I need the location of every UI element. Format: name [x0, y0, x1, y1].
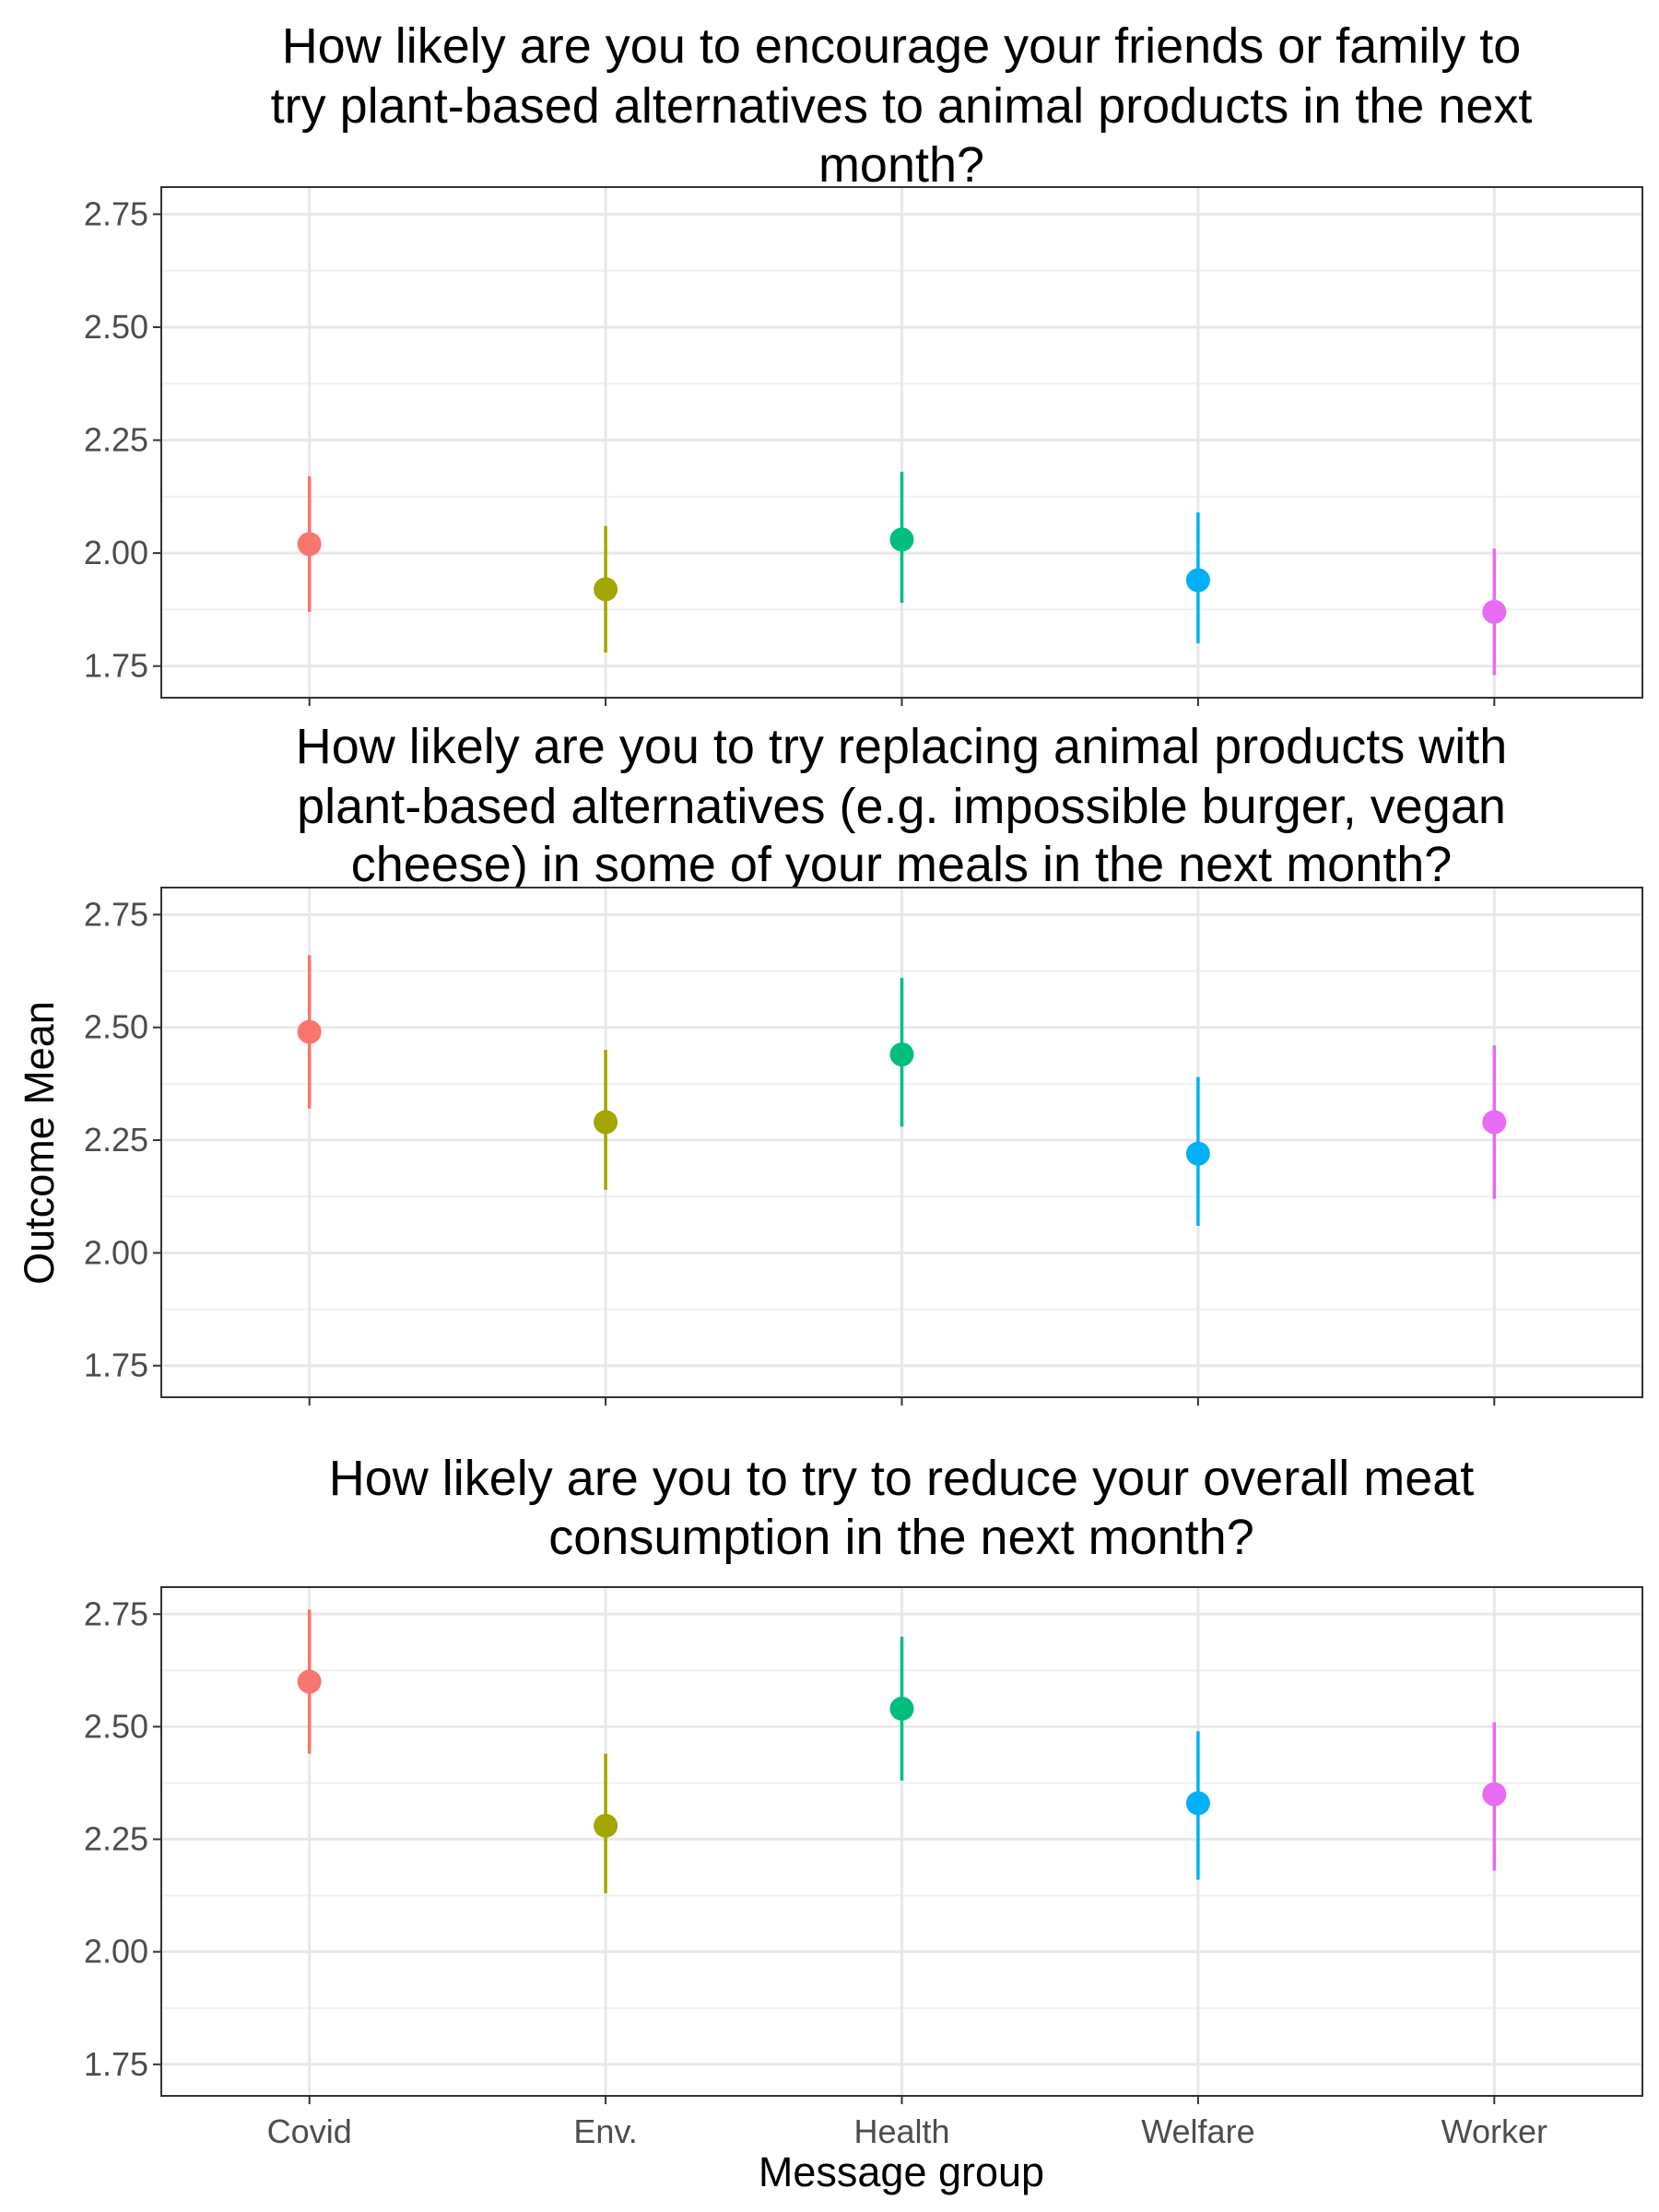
point-Env. — [594, 577, 618, 602]
panel-1-title-line: How likely are you to encourage your fri… — [282, 18, 1522, 74]
point-Health — [889, 1696, 914, 1721]
y-tick-label: 1.75 — [84, 1347, 148, 1384]
point-Env. — [594, 1813, 618, 1838]
panel-2-title-line: How likely are you to try replacing anim… — [296, 719, 1508, 774]
y-tick-label: 2.75 — [84, 895, 148, 933]
y-tick-label: 2.25 — [84, 1820, 148, 1858]
point-Worker — [1482, 1782, 1507, 1806]
point-Welfare — [1185, 1791, 1210, 1816]
point-Covid — [297, 1669, 322, 1694]
y-tick-label: 2.00 — [84, 534, 148, 571]
y-tick-label: 2.00 — [84, 1933, 148, 1971]
y-tick-label: 2.00 — [84, 1233, 148, 1271]
y-tick-label: 2.75 — [84, 194, 148, 232]
point-Health — [889, 1042, 914, 1067]
x-tick-label: Env. — [573, 2112, 637, 2150]
y-tick-label: 2.25 — [84, 421, 148, 459]
x-tick-label: Covid — [267, 2112, 352, 2150]
x-tick-label: Welfare — [1141, 2112, 1254, 2150]
point-Health — [889, 527, 914, 552]
point-Welfare — [1185, 1141, 1210, 1166]
point-Worker — [1482, 599, 1507, 624]
panel-1-title-line: try plant-based alternatives to animal p… — [271, 78, 1533, 134]
x-axis-title: Message group — [759, 2148, 1044, 2195]
x-tick-label: Worker — [1441, 2112, 1547, 2150]
point-Worker — [1482, 1110, 1507, 1135]
panel-2-title-line: plant-based alternatives (e.g. impossibl… — [297, 779, 1506, 834]
y-axis-title: Outcome Mean — [16, 1001, 63, 1285]
y-tick-label: 2.50 — [84, 1707, 148, 1745]
y-tick-label: 1.75 — [84, 2045, 148, 2083]
point-Env. — [594, 1110, 618, 1135]
y-tick-label: 2.25 — [84, 1121, 148, 1159]
y-tick-label: 1.75 — [84, 647, 148, 685]
x-tick-label: Health — [853, 2112, 949, 2150]
point-Covid — [297, 532, 322, 557]
point-Welfare — [1185, 568, 1210, 593]
y-tick-label: 2.75 — [84, 1594, 148, 1632]
y-tick-label: 2.50 — [84, 1008, 148, 1046]
panel-3-title-line: consumption in the next month? — [548, 1510, 1253, 1565]
panel-1-title-line: month? — [818, 137, 984, 193]
y-tick-label: 2.50 — [84, 308, 148, 346]
panel-2-title-line: cheese) in some of your meals in the nex… — [351, 837, 1453, 892]
panel-3-title-line: How likely are you to try to reduce your… — [329, 1451, 1475, 1506]
point-Covid — [297, 1019, 322, 1044]
